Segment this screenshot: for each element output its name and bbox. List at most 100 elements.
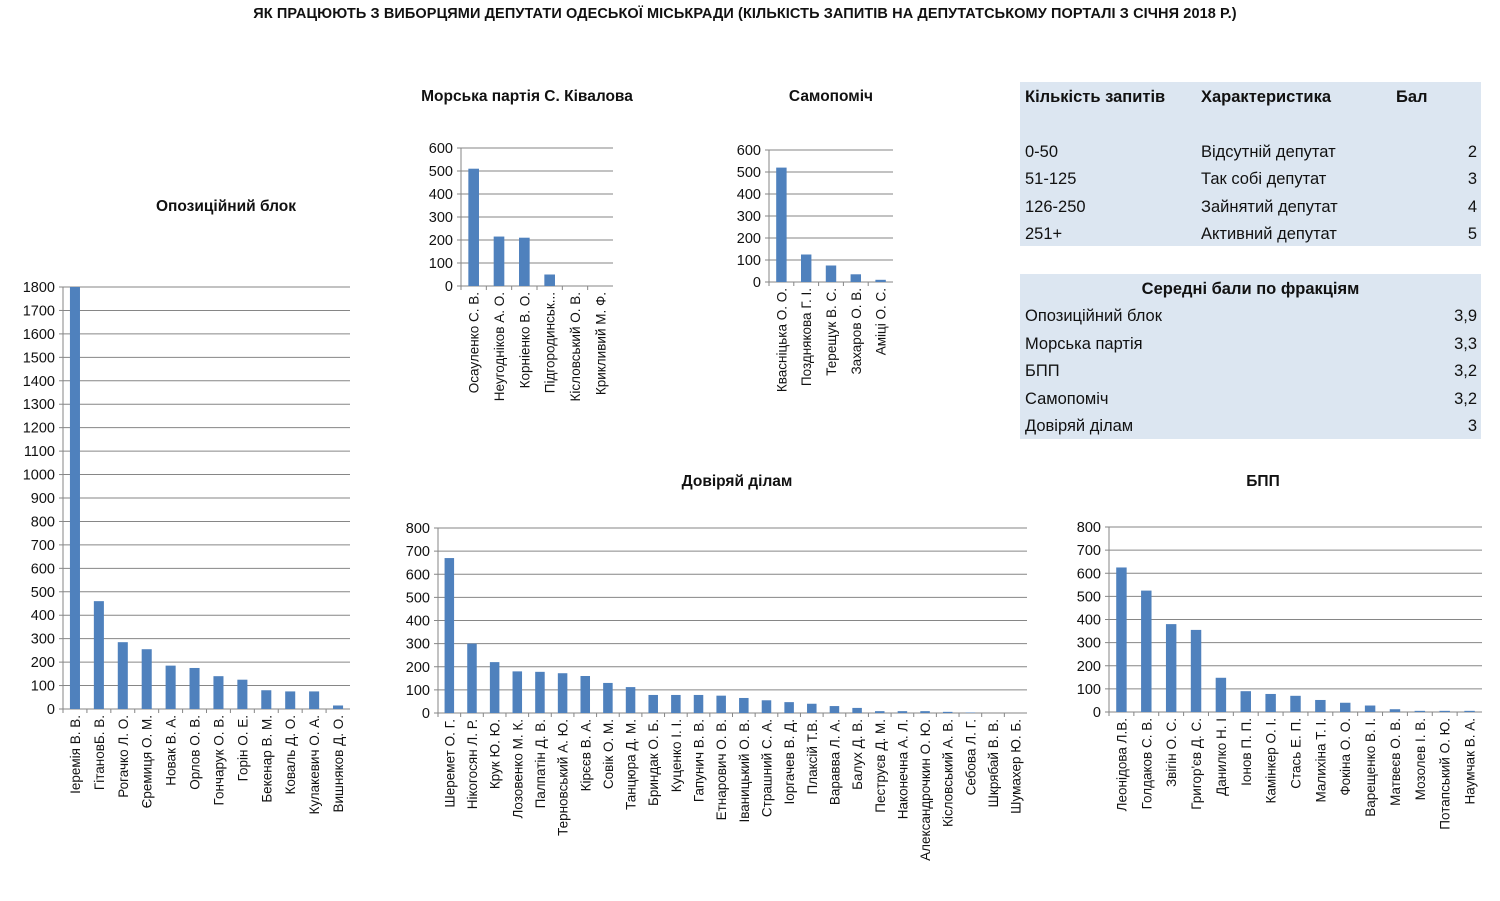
avg-score: 3,2 (1454, 362, 1477, 380)
bar (671, 694, 681, 713)
y-tick-label: 400 (737, 187, 761, 203)
category-label: Потапський О. Ю. (1438, 718, 1453, 830)
bar (852, 707, 862, 713)
y-tick-label: 800 (31, 514, 55, 530)
bar (716, 695, 726, 713)
y-tick-label: 100 (429, 256, 453, 272)
scale-header-score: Бал (1396, 88, 1428, 106)
bar (942, 711, 953, 713)
y-tick-label: 600 (31, 561, 55, 577)
category-label: Страшний С. А. (759, 719, 774, 817)
avg-table: Середні бали по фракціям Опозиційний бло… (1020, 274, 1481, 439)
bar (261, 690, 272, 709)
category-label: Коваль Д. О. (283, 715, 298, 794)
bar (519, 237, 530, 286)
bar (1340, 702, 1351, 712)
y-tick-label: 1100 (24, 444, 55, 460)
bar (557, 673, 568, 713)
category-label: Шумахер Ю. Б. (1009, 719, 1024, 814)
bar (213, 676, 224, 709)
category-label: Позднякова Г. І. (799, 288, 814, 386)
y-tick-label: 200 (1077, 659, 1101, 675)
bar (535, 671, 545, 713)
chart-bpp: 0 100 200 300 400 500 600 700 800 Леонідова Л.В. Г… (1077, 520, 1482, 830)
y-tick-label: 400 (1077, 613, 1101, 629)
bar (1439, 710, 1450, 712)
scale-range: 0-50 (1025, 143, 1059, 161)
y-tick-label: 500 (737, 165, 761, 181)
category-label: ГітановБ. В. (92, 715, 107, 790)
bar (603, 682, 613, 713)
category-label: Кірєєв В. А. (578, 719, 593, 791)
category-label: Етнарович О. В. (714, 719, 729, 820)
category-label: Бекенар В. М. (259, 715, 274, 803)
bar (875, 279, 886, 282)
category-label: Матвеєв О. В. (1388, 718, 1403, 806)
chart-title-morska: Морська партія С. Ківалова (421, 88, 633, 105)
y-tick-label: 300 (1077, 636, 1101, 652)
y-tick-label: 900 (31, 491, 55, 507)
bar (776, 167, 787, 282)
scale-label: Відсутній депутат (1201, 143, 1336, 161)
y-tick-label: 1000 (23, 468, 55, 484)
chart-title-bpp: БПП (1246, 473, 1280, 490)
category-label: Крук Ю. Ю. (488, 719, 503, 789)
y-tick-label: 800 (1077, 520, 1101, 536)
bar (333, 705, 344, 709)
avg-faction: Морська партія (1025, 335, 1143, 353)
bar (544, 274, 555, 286)
category-label: Фокіна О. О. (1338, 718, 1353, 796)
bar (117, 642, 128, 709)
bar (648, 694, 658, 713)
category-label: Камінкер О. І. (1264, 718, 1279, 803)
category-label: Звігін О. С. (1164, 718, 1179, 787)
bar (1364, 705, 1376, 712)
bar (93, 601, 104, 709)
avg-faction: Опозиційний блок (1025, 307, 1162, 325)
bar (1215, 677, 1227, 712)
scale-range: 251+ (1025, 225, 1063, 243)
category-label: Нікогосян Л. Р. (465, 719, 480, 809)
category-label: Пеструєв Д. М. (873, 719, 888, 813)
y-tick-label: 100 (31, 679, 55, 695)
category-label: Терещук В. С. (824, 288, 839, 376)
y-tick-label: 1700 (23, 303, 55, 319)
category-label: Орлов О. В. (188, 715, 203, 790)
category-label: Неугодніков А. О. (492, 292, 507, 401)
category-label: Варавва Л. А. (827, 719, 842, 805)
category-label: Іонов П. П. (1239, 718, 1254, 786)
category-label: Кісловський А. В. (941, 719, 956, 827)
category-label: Совік О. М. (601, 719, 616, 789)
chart-title-opposition: Опозиційний блок (155, 198, 297, 215)
bar (920, 711, 930, 713)
bar (625, 687, 636, 713)
bar (468, 168, 479, 286)
category-label: Горін О. Е. (235, 715, 250, 781)
bar (761, 700, 772, 713)
y-tick-label: 200 (737, 231, 761, 247)
y-tick-label: 700 (1077, 543, 1101, 559)
y-tick-label: 100 (737, 253, 761, 269)
y-tick-label: 500 (406, 590, 430, 606)
category-label: Єремиця О. М. (140, 715, 155, 808)
category-label: Осауленко С. В. (467, 292, 482, 393)
bar (1315, 699, 1326, 712)
bar (1265, 693, 1276, 712)
avg-score: 3,9 (1454, 307, 1477, 325)
y-tick-label: 200 (429, 233, 453, 249)
bar (874, 711, 885, 713)
avg-score: 3,3 (1454, 335, 1477, 353)
category-label: Малихіна Т. І. (1313, 718, 1328, 803)
y-tick-label: 600 (429, 141, 453, 157)
category-label: Кулакевич О. А. (307, 715, 322, 815)
bar (309, 691, 320, 709)
avg-faction: Довіряй ділам (1025, 417, 1134, 435)
y-tick-label: 700 (31, 538, 55, 554)
bar (1190, 629, 1202, 712)
category-label: Захаров О. В. (849, 288, 864, 374)
y-tick-label: 500 (31, 585, 55, 601)
category-label: Куценко І. І. (669, 719, 684, 792)
bar (1290, 695, 1301, 712)
y-tick-label: 600 (1077, 566, 1101, 582)
category-label: Іеремія В. В. (68, 715, 83, 794)
